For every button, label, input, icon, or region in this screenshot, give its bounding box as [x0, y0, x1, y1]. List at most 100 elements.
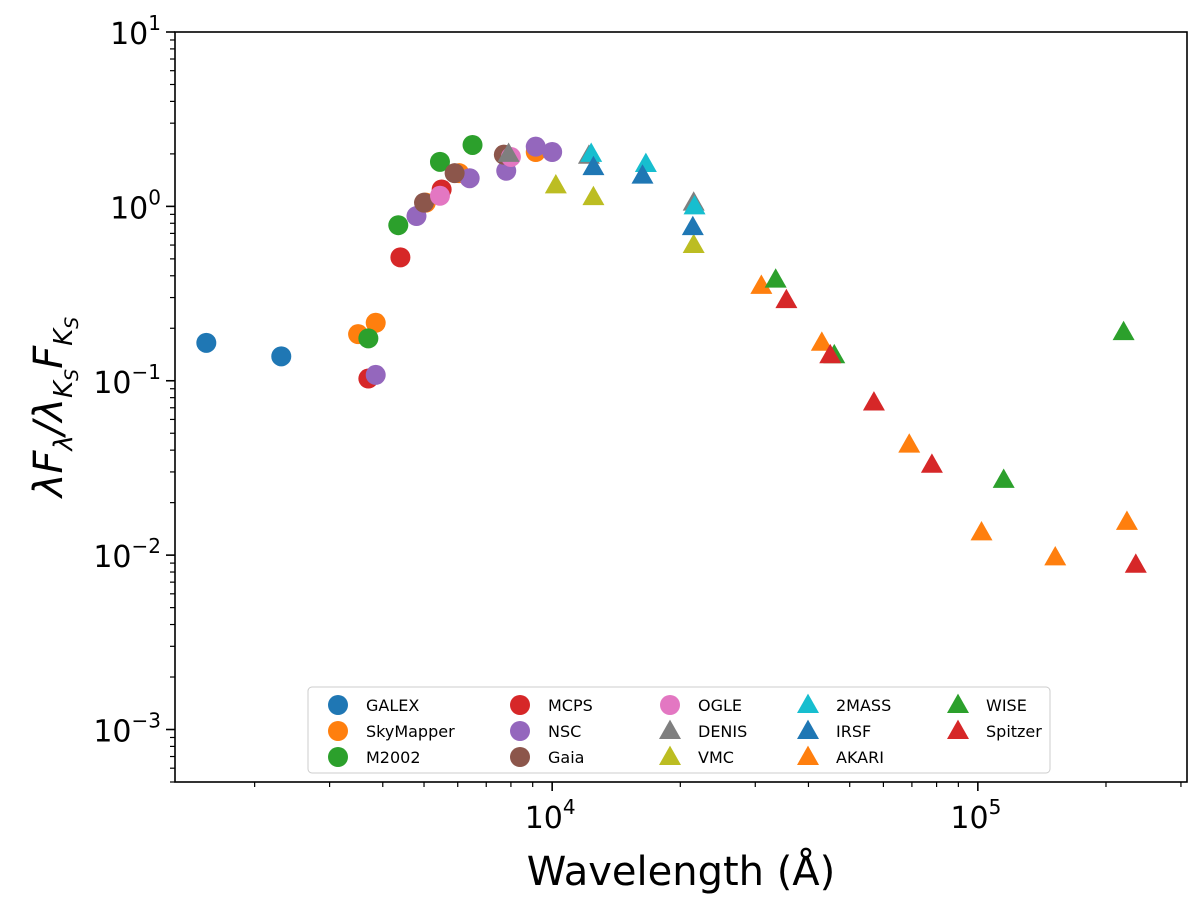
y-tick-label: 101 — [110, 11, 161, 52]
legend-label-2mass: 2MASS — [836, 696, 891, 715]
point-spitzer — [920, 453, 943, 473]
legend-item-spitzer: Spitzer — [947, 719, 1042, 741]
legend-item-nsc: NSC — [510, 721, 581, 741]
point-vmc — [682, 233, 705, 254]
point-irsf — [631, 164, 654, 184]
legend-marker-2mass — [797, 693, 819, 713]
point-wise — [764, 268, 787, 288]
point-m2002 — [358, 328, 379, 349]
point-akari — [1115, 510, 1138, 530]
legend-marker-akari — [797, 745, 819, 765]
y-axis-label: λFλ/λKSFKS — [26, 317, 83, 500]
y-tick-label: 10−3 — [93, 709, 161, 750]
point-irsf — [681, 215, 704, 236]
legend-label-denis: DENIS — [698, 722, 747, 741]
legend: GALEX SkyMapper M2002 MCPS NSC Gaia OGLE DENIS V… — [307, 686, 1051, 774]
legend-frame — [307, 686, 1051, 774]
point-vmc — [544, 173, 567, 194]
legend-marker-mcps — [510, 695, 530, 715]
point-nsc — [542, 142, 563, 163]
point-akari — [1044, 546, 1067, 566]
x-axis-label: Wavelength (Å) — [527, 847, 836, 895]
legend-label-mcps: MCPS — [548, 696, 593, 715]
legend-label-irsf: IRSF — [836, 722, 871, 741]
legend-marker-spitzer — [947, 719, 969, 739]
point-2mass — [580, 142, 603, 162]
legend-marker-gaia — [510, 747, 530, 767]
legend-item-wise: WISE — [947, 693, 1027, 715]
point-wise — [1112, 320, 1135, 341]
y-axis-ticks: 10−3 10−2 10−1 100 101 — [93, 11, 175, 750]
legend-label-nsc: NSC — [548, 722, 581, 741]
legend-item-irsf: IRSF — [797, 719, 871, 741]
legend-marker-skymapper — [328, 721, 348, 741]
legend-item-2mass: 2MASS — [797, 693, 891, 715]
y-minor-ticks — [170, 39, 175, 783]
legend-marker-irsf — [797, 719, 819, 739]
point-spitzer — [775, 288, 798, 309]
legend-item-ogle: OGLE — [660, 695, 742, 715]
legend-marker-nsc — [510, 721, 530, 741]
legend-marker-ogle — [660, 695, 680, 715]
point-vmc — [582, 185, 605, 206]
legend-marker-m2002 — [328, 747, 348, 767]
legend-item-m2002: M2002 — [328, 747, 421, 767]
legend-item-galex: GALEX — [328, 695, 419, 715]
legend-marker-wise — [947, 693, 969, 713]
point-m2002 — [429, 151, 450, 172]
point-2mass — [683, 194, 706, 215]
x-minor-ticks — [254, 782, 1182, 787]
legend-marker-galex — [328, 695, 348, 715]
legend-marker-denis — [659, 719, 681, 739]
point-irsf — [582, 155, 605, 176]
data-points — [196, 134, 1147, 573]
point-galex — [196, 332, 217, 353]
legend-item-gaia: Gaia — [510, 747, 584, 767]
point-gaia — [444, 163, 465, 184]
point-skymapper — [365, 312, 386, 333]
point-spitzer — [1124, 553, 1147, 573]
svg-text:λFλ/λKSFKS: λFλ/λKSFKS — [26, 317, 83, 500]
point-nsc — [525, 136, 546, 157]
point-2mass — [634, 152, 657, 172]
point-galex — [271, 346, 292, 367]
legend-label-vmc: VMC — [698, 748, 734, 767]
x-tick-label: 105 — [950, 795, 1001, 836]
point-spitzer — [819, 343, 842, 364]
y-tick-label: 10−2 — [93, 534, 161, 575]
legend-label-spitzer: Spitzer — [986, 722, 1042, 741]
point-ogle — [429, 185, 450, 206]
legend-label-skymapper: SkyMapper — [366, 722, 455, 741]
y-tick-label: 10−1 — [93, 360, 161, 401]
point-denis — [497, 142, 520, 162]
legend-item-akari: AKARI — [797, 745, 884, 767]
legend-label-akari: AKARI — [836, 748, 884, 767]
point-akari — [970, 521, 993, 541]
legend-label-m2002: M2002 — [366, 748, 421, 767]
x-axis-ticks: 104 105 — [525, 782, 1001, 836]
point-akari — [810, 331, 833, 351]
point-akari — [750, 274, 773, 294]
plot-area — [174, 31, 1188, 783]
legend-label-ogle: OGLE — [698, 696, 742, 715]
legend-item-denis: DENIS — [659, 719, 747, 741]
point-gaia — [414, 192, 435, 213]
legend-marker-vmc — [659, 745, 681, 765]
legend-item-skymapper: SkyMapper — [328, 721, 455, 741]
legend-item-vmc: VMC — [659, 745, 734, 767]
point-spitzer — [862, 391, 885, 411]
point-nsc — [459, 168, 480, 189]
point-akari — [898, 433, 921, 453]
legend-item-mcps: MCPS — [510, 695, 593, 715]
legend-label-wise: WISE — [986, 696, 1027, 715]
point-m2002 — [388, 215, 409, 236]
point-m2002 — [462, 134, 483, 155]
legend-label-galex: GALEX — [366, 696, 419, 715]
y-tick-label: 100 — [110, 185, 161, 226]
point-mcps — [390, 247, 411, 268]
point-nsc — [365, 364, 386, 385]
point-wise — [992, 468, 1015, 488]
legend-label-gaia: Gaia — [548, 748, 584, 767]
x-tick-label: 104 — [525, 795, 576, 836]
